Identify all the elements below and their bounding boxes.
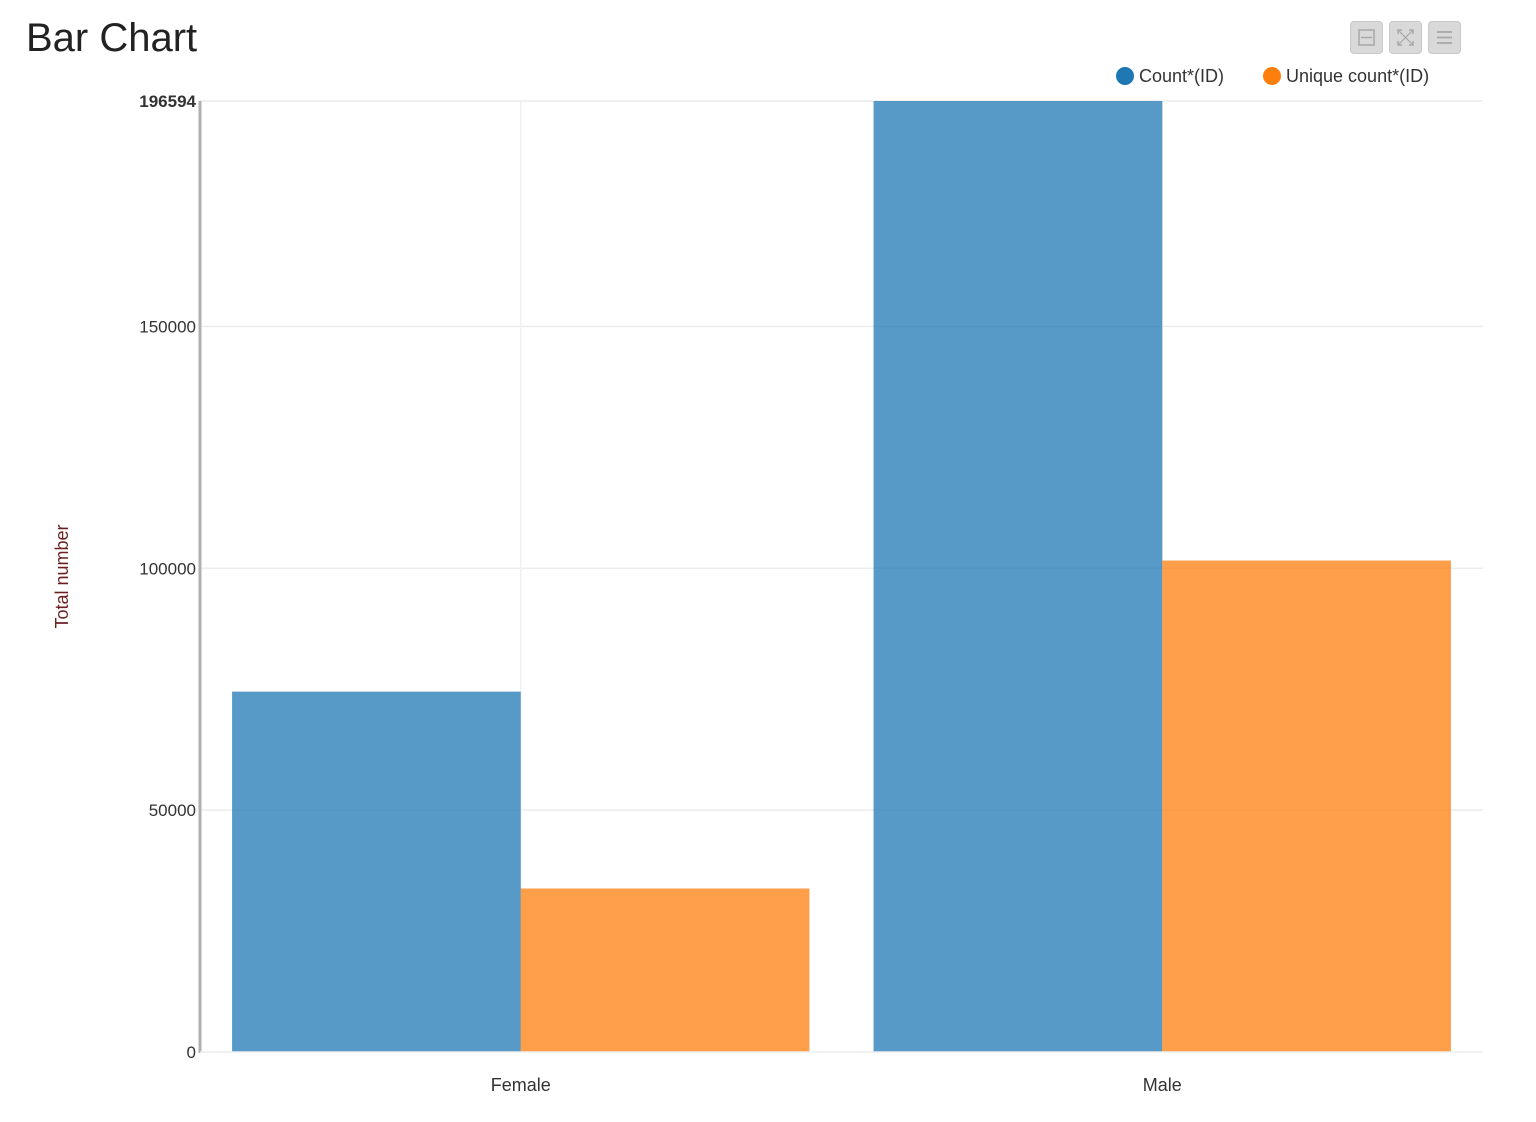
legend-marker [1263, 67, 1281, 85]
menu-icon [1437, 31, 1452, 44]
y-tick-label: 50000 [149, 801, 196, 820]
chart-toolbar [1350, 21, 1461, 54]
x-tick-label: Male [1143, 1075, 1182, 1095]
chart-title: Bar Chart [26, 16, 198, 60]
legend-label: Unique count*(ID) [1286, 66, 1429, 86]
y-tick-label: 150000 [139, 317, 196, 336]
legend-marker [1116, 67, 1134, 85]
bar-female-unique-count [520, 888, 810, 1052]
fullscreen-icon [1397, 29, 1414, 46]
menu-button[interactable] [1428, 21, 1461, 54]
minimize-button[interactable] [1350, 21, 1383, 54]
y-axis-title: Total number [52, 524, 72, 628]
fullscreen-button[interactable] [1389, 21, 1422, 54]
minimize-icon [1358, 29, 1375, 46]
bar-male-count [873, 101, 1163, 1052]
bar-male-unique-count [1162, 560, 1451, 1052]
legend-label: Count*(ID) [1139, 66, 1224, 86]
x-tick-label: Female [491, 1075, 551, 1095]
y-tick-label: 196594 [139, 92, 196, 111]
y-tick-label: 0 [187, 1043, 196, 1062]
y-tick-label: 100000 [139, 559, 196, 578]
bar-female-count [232, 691, 521, 1052]
